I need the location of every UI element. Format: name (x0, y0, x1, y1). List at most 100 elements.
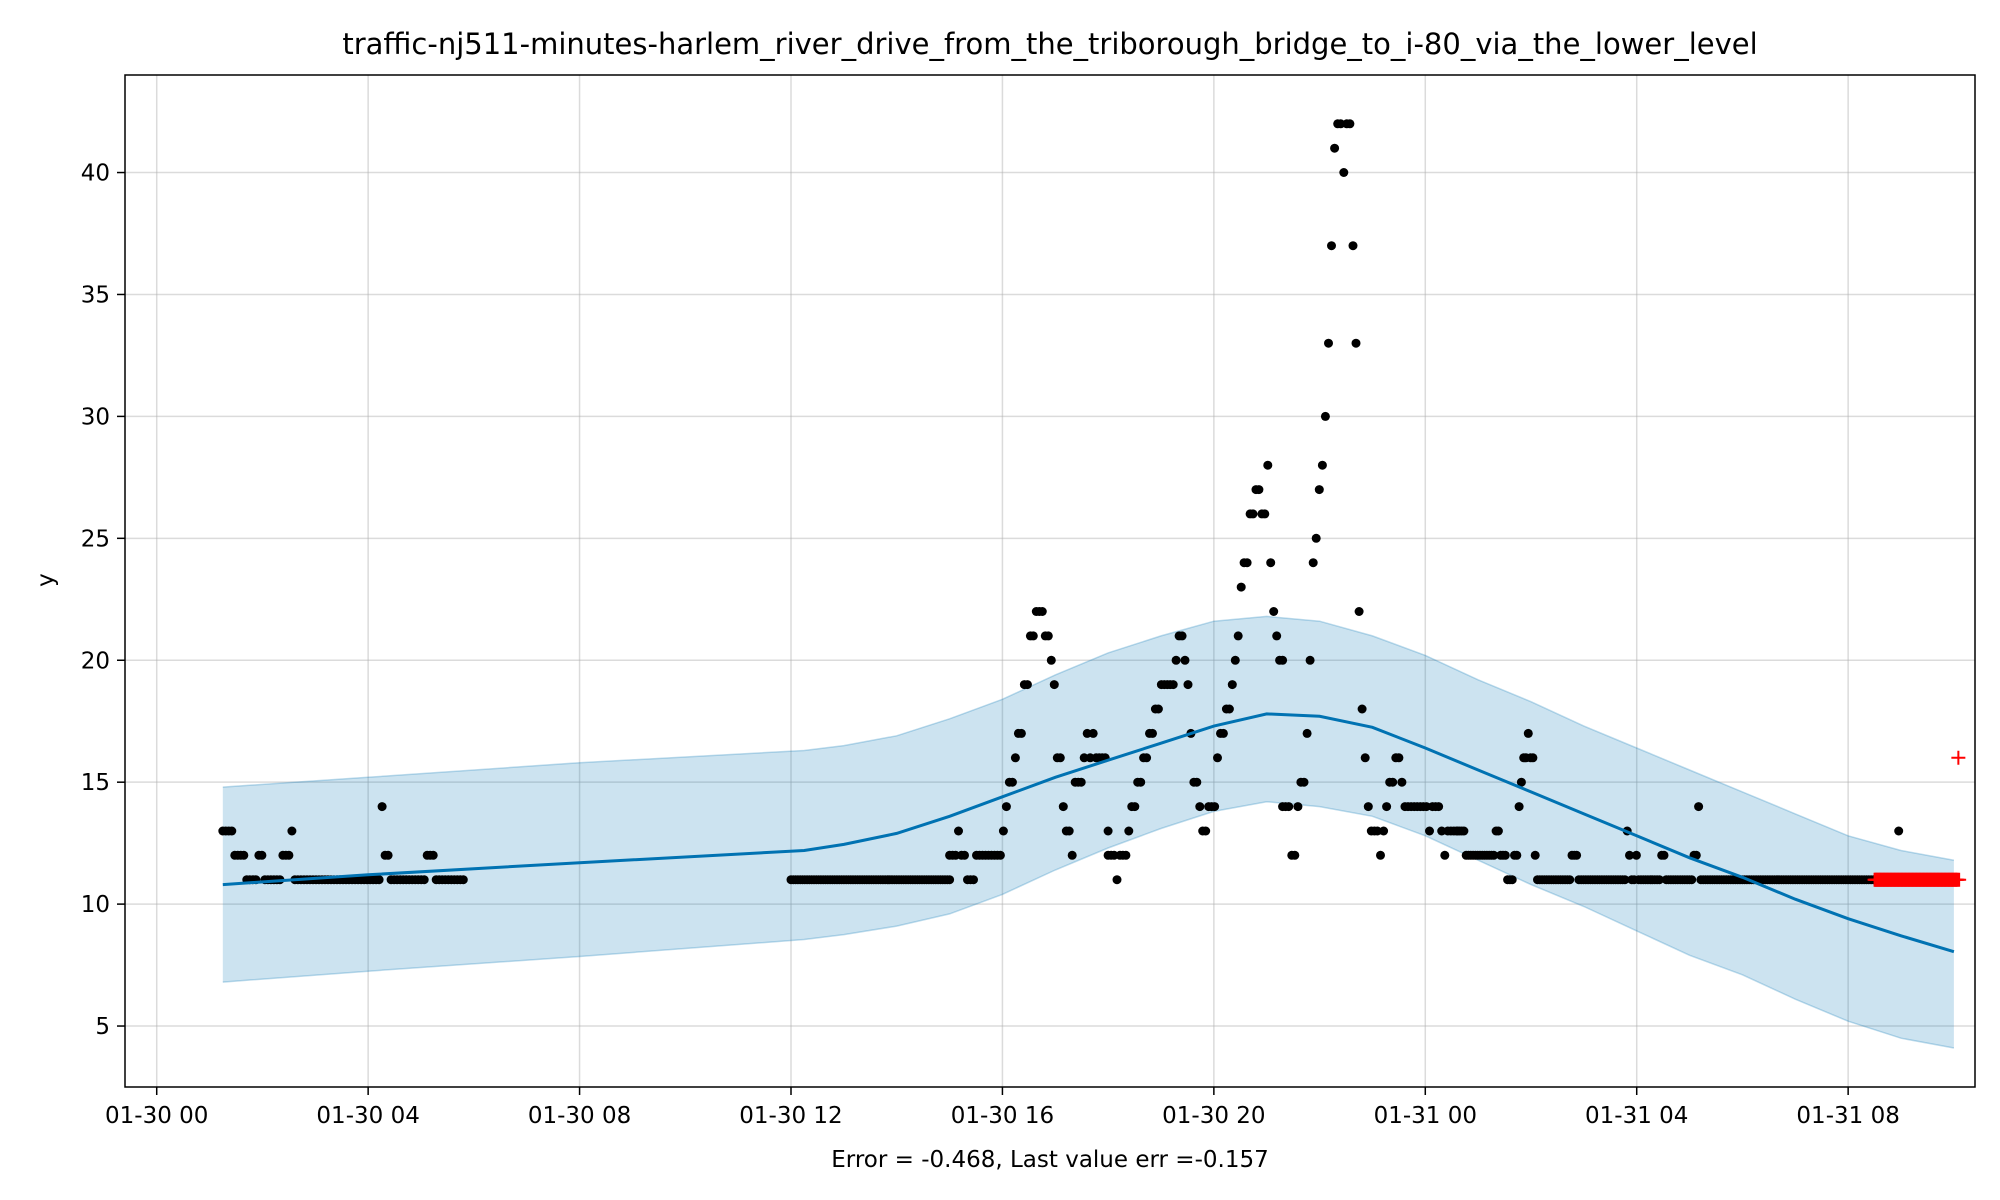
observed-point-238 (1201, 826, 1211, 836)
observed-point-354 (1523, 728, 1533, 738)
observed-point-252 (1242, 558, 1252, 568)
observed-point-23 (287, 826, 297, 836)
x-tick-label-4: 01-30 16 (951, 1103, 1054, 1129)
observed-point-256 (1254, 485, 1264, 495)
y-tick-label-6: 35 (81, 282, 110, 308)
observed-points (218, 119, 1906, 885)
observed-point-398 (1625, 850, 1634, 860)
y-tick-label-1: 10 (81, 892, 110, 918)
observed-point-299 (1382, 802, 1392, 812)
y-tick-label-5: 30 (81, 404, 110, 430)
test-point-108 (1952, 872, 1967, 887)
chart-title: traffic-nj511-minutes-harlem_river_drive… (342, 27, 1757, 61)
observed-point-258 (1260, 509, 1270, 519)
observed-point-270 (1293, 802, 1303, 812)
observed-point-277 (1314, 485, 1324, 495)
observed-point-301 (1388, 777, 1398, 787)
observed-point-195 (1076, 777, 1086, 787)
observed-point-287 (1345, 119, 1355, 129)
observed-point-7 (239, 850, 249, 860)
x-tick-label-1: 01-30 04 (316, 1103, 419, 1129)
observed-point-248 (1230, 655, 1240, 665)
observed-point-275 (1308, 558, 1318, 568)
observed-point-250 (1236, 582, 1246, 592)
x-tick-label-5: 01-30 20 (1162, 1103, 1265, 1129)
observed-point-313 (1425, 826, 1434, 836)
observed-point-297 (1376, 850, 1385, 860)
observed-point-235 (1192, 777, 1202, 787)
observed-point-204 (1103, 826, 1113, 836)
x-tick-label-0: 01-30 00 (105, 1103, 208, 1129)
observed-point-288 (1348, 241, 1358, 251)
observed-point-188 (1055, 753, 1065, 763)
observed-point-246 (1224, 704, 1234, 714)
observed-point-247 (1227, 680, 1237, 690)
observed-point-3 (227, 826, 237, 836)
observed-point-156 (960, 850, 969, 860)
y-tick-label-0: 5 (95, 1014, 110, 1040)
observed-point-231 (1180, 655, 1190, 665)
observed-point-427 (1691, 850, 1701, 860)
observed-point-262 (1272, 631, 1282, 641)
observed-point-228 (1171, 655, 1181, 665)
y-axis-label: y (33, 573, 59, 587)
observed-point-375 (1572, 850, 1582, 860)
observed-point-52 (374, 875, 384, 885)
observed-point-351 (1516, 777, 1526, 787)
observed-point-349 (1512, 850, 1522, 860)
observed-point-169 (998, 826, 1008, 836)
observed-point-168 (995, 850, 1005, 860)
observed-point-241 (1210, 802, 1220, 812)
x-axis-label: Error = -0.468, Last value err =-0.157 (831, 1147, 1268, 1173)
observed-point-341 (1493, 826, 1503, 836)
observed-point-236 (1195, 802, 1205, 812)
observed-point-259 (1263, 460, 1273, 470)
observed-point-249 (1233, 631, 1243, 641)
x-axis-ticks: 01-30 00 01-30 04 01-30 08 01-30 12 01-30 16… (105, 1087, 1900, 1129)
observed-point-292 (1360, 753, 1370, 763)
forecast-line (222, 712, 1955, 954)
observed-point-22 (284, 850, 294, 860)
x-tick-label-2: 01-30 08 (528, 1103, 631, 1129)
observed-point-199 (1088, 728, 1098, 738)
observed-point-191 (1064, 826, 1074, 836)
observed-point-326 (1459, 826, 1469, 836)
observed-point-189 (1058, 802, 1068, 812)
observed-point-304 (1397, 777, 1407, 787)
test-points (1867, 750, 1967, 887)
observed-point-401 (1631, 850, 1641, 860)
observed-point-316 (1434, 802, 1444, 812)
observed-point-230 (1177, 631, 1187, 641)
observed-point-281 (1327, 241, 1336, 251)
observed-point-192 (1067, 850, 1077, 860)
observed-point-227 (1168, 680, 1178, 690)
observed-point-264 (1278, 655, 1288, 665)
y-tick-label-3: 20 (81, 648, 110, 674)
observed-point-212 (1124, 826, 1134, 836)
observed-point-261 (1269, 607, 1279, 616)
plot-frame (124, 74, 1976, 1088)
observed-point-280 (1324, 338, 1333, 348)
observed-point-291 (1357, 704, 1367, 714)
observed-point-67 (419, 875, 429, 885)
observed-point-242 (1213, 753, 1222, 763)
observed-point-339 (1489, 850, 1499, 860)
observed-point-278 (1317, 460, 1327, 470)
x-tick-label-3: 01-30 12 (739, 1103, 842, 1129)
observed-point-357 (1530, 850, 1540, 860)
observed-point-55 (383, 850, 393, 860)
observed-point-13 (257, 850, 267, 860)
y-axis-ticks: 5 10 15 20 25 30 35 40 (81, 161, 125, 1040)
observed-point-173 (1010, 753, 1020, 763)
observed-point-154 (954, 826, 963, 836)
observed-point-159 (969, 875, 978, 885)
y-tick-label-7: 40 (81, 161, 110, 187)
observed-point-350 (1514, 802, 1524, 812)
y-tick-label-4: 25 (81, 526, 110, 552)
observed-point-267 (1284, 802, 1294, 812)
observed-point-396 (1620, 875, 1630, 885)
observed-point-222 (1153, 704, 1163, 714)
observed-point-216 (1136, 777, 1146, 787)
observed-point-274 (1305, 655, 1315, 665)
observed-point-70 (428, 850, 438, 860)
